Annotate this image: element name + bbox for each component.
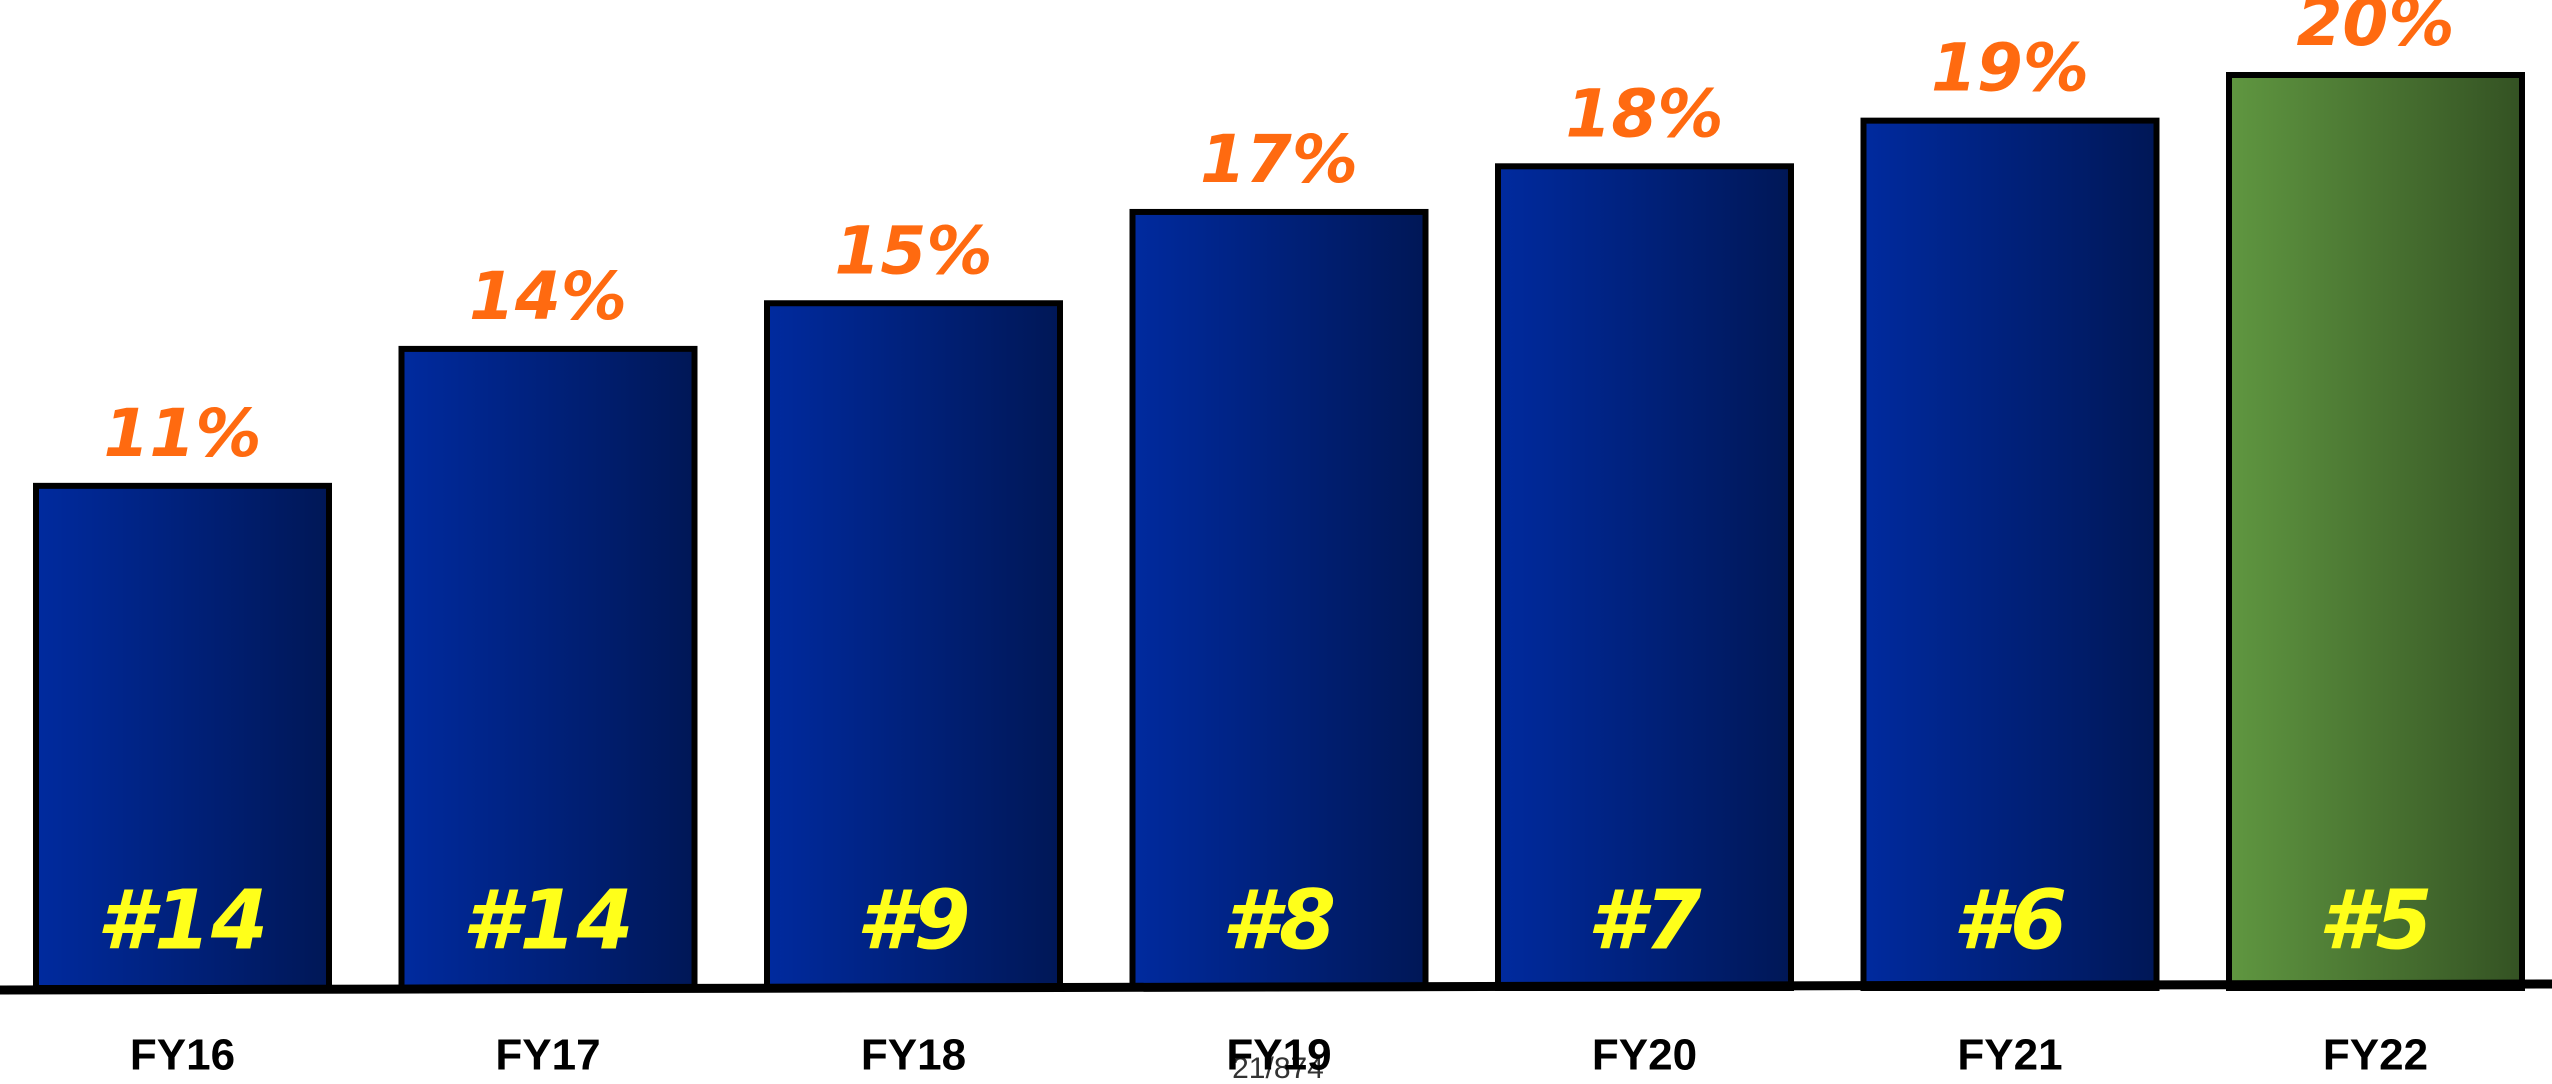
x-tick-label: FY20 [1592, 1031, 1697, 1080]
value-label: 20% [2297, 0, 2455, 61]
rank-label: #6 [1953, 873, 2067, 968]
rank-label: #5 [2318, 873, 2432, 968]
bar-shade [1501, 169, 1788, 986]
value-label: 17% [1200, 121, 1358, 198]
x-tick-label: FY21 [1957, 1031, 2062, 1080]
rank-label: #9 [856, 873, 970, 968]
x-tick-label: FY17 [495, 1031, 600, 1080]
value-label: 15% [835, 212, 993, 289]
rank-label: #8 [1222, 873, 1336, 968]
page-number: 21/874 [1232, 1052, 1324, 1084]
bar-shade [1135, 214, 1423, 985]
bar-shade [1866, 123, 2154, 985]
bar-shade [770, 306, 1057, 985]
value-label: 18% [1566, 75, 1724, 152]
x-tick-label: FY16 [130, 1031, 235, 1080]
rank-label: #7 [1587, 873, 1701, 968]
value-label: 14% [469, 258, 627, 335]
baseline [0, 979, 2552, 995]
bar-shade [2232, 78, 2519, 985]
x-tick-label: FY19 [1226, 1031, 1331, 1080]
value-label: 19% [1931, 30, 2089, 107]
rank-label: #14 [462, 873, 633, 968]
bar-shade [39, 488, 326, 985]
x-tick-label: FY22 [2323, 1031, 2428, 1080]
rank-label: #14 [97, 873, 268, 968]
bar-shade [404, 351, 692, 985]
x-tick-label: FY18 [861, 1031, 966, 1080]
value-label: 11% [104, 395, 262, 472]
